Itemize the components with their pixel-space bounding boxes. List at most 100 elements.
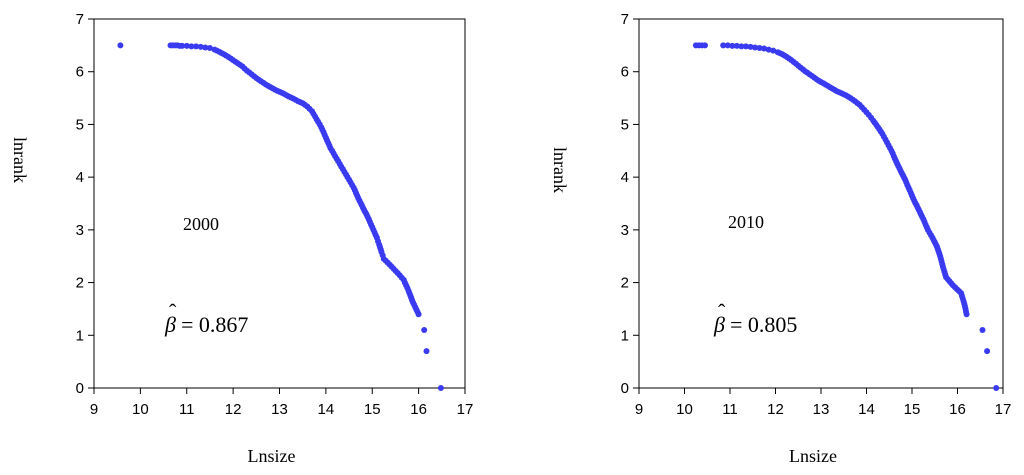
y-tick-label: 7 xyxy=(76,11,84,28)
x-tick-label: 13 xyxy=(813,401,830,418)
data-point-fill xyxy=(409,297,416,304)
data-point-fill xyxy=(939,261,946,268)
data-point xyxy=(720,42,727,49)
data-point-fill xyxy=(877,128,884,135)
data-point-fill xyxy=(302,101,308,108)
data-point xyxy=(206,45,213,51)
data-point xyxy=(733,42,740,49)
data-point-fill xyxy=(840,91,847,98)
x-tick-label: 11 xyxy=(179,401,195,418)
data-point xyxy=(738,43,745,50)
x-tick-label: 9 xyxy=(635,401,643,418)
y-tick-label: 1 xyxy=(76,327,84,344)
data-point-fill xyxy=(368,221,375,228)
scatter-chart-2000: 9 10 11 12 13 14 15 16 1701234567Lnsizelnrank200… xyxy=(10,11,473,466)
data-point-fill xyxy=(227,55,234,62)
x-tick-label: 14 xyxy=(318,401,335,418)
data-point-fill xyxy=(312,113,319,120)
data-point-fill xyxy=(923,224,930,231)
data-point-fill xyxy=(218,50,225,56)
data-point-fill xyxy=(781,52,788,59)
data-point-fill xyxy=(398,274,405,281)
data-point-fill xyxy=(831,86,838,93)
data-point-fill xyxy=(232,58,239,65)
scatter-chart-2010: 9 10 11 12 13 14 15 16 1701234567Lnsizelnrank201… xyxy=(550,11,1012,466)
data-point-fill xyxy=(344,174,351,181)
y-tick-label: 6 xyxy=(76,64,84,81)
y-tick-label: 5 xyxy=(621,116,629,133)
data-point-fill xyxy=(804,69,811,76)
data-point xyxy=(765,46,772,53)
data-point xyxy=(437,385,444,391)
x-tick-label: 10 xyxy=(676,401,693,418)
data-point-fill xyxy=(306,105,313,112)
data-point-fill xyxy=(354,192,361,199)
data-point-fill xyxy=(910,195,917,202)
data-point-fill xyxy=(795,62,802,69)
data-point-fill xyxy=(882,136,889,143)
chart-panel-2000: 9 10 11 12 13 14 15 16 17 0 1 2 3 4 5 6 7 Lnsize lnrank 200… xyxy=(10,11,473,466)
y-axis-title: lnrank xyxy=(550,147,570,193)
data-point-fill xyxy=(919,213,926,220)
beta-hat-icon: ˆ xyxy=(169,299,177,324)
data-point xyxy=(742,43,749,50)
beta-value: = 0.867 xyxy=(181,312,248,337)
data-point-fill xyxy=(335,158,342,165)
data-point-fill xyxy=(808,72,815,79)
plot-frame xyxy=(93,18,466,389)
data-point-fill xyxy=(891,155,898,162)
data-point-fill xyxy=(278,89,285,96)
data-point-fill xyxy=(863,109,870,116)
x-tick-label: 13 xyxy=(271,401,288,418)
data-point-fill xyxy=(822,81,829,88)
data-point-fill xyxy=(956,288,963,295)
y-tick-label: 0 xyxy=(621,380,629,397)
data-point-fill xyxy=(392,268,399,274)
data-point-fill xyxy=(379,252,386,259)
data-point-fill xyxy=(777,50,784,57)
data-point-fill xyxy=(932,241,939,248)
data-point-fill xyxy=(836,89,843,96)
x-tick-label: 14 xyxy=(858,401,875,418)
data-point-fill xyxy=(321,132,328,138)
data-point-fill xyxy=(349,182,356,189)
x-tick-label: 12 xyxy=(225,401,242,418)
data-point-fill xyxy=(330,150,337,157)
x-tick-label: 16 xyxy=(949,401,966,418)
x-tick-label: 15 xyxy=(904,401,921,418)
y-axis-title: lnrank xyxy=(10,137,30,183)
data-point-fill xyxy=(264,82,271,89)
data-point-fill xyxy=(786,55,793,62)
data-point xyxy=(729,42,736,49)
data-point-fill xyxy=(960,298,967,304)
y-tick-label: 2 xyxy=(76,275,84,292)
y-tick-label: 5 xyxy=(76,116,84,133)
data-point-fill xyxy=(873,122,880,128)
data-point-fill xyxy=(905,184,912,191)
data-point-fill xyxy=(237,61,244,68)
x-tick-label: 16 xyxy=(410,401,427,418)
data-point-fill xyxy=(799,66,806,73)
y-tick-label: 4 xyxy=(621,169,629,186)
data-point xyxy=(423,348,430,355)
data-point xyxy=(993,385,1000,391)
data-point-fill xyxy=(377,246,384,253)
data-point-fill xyxy=(386,261,393,268)
x-tick-label: 10 xyxy=(132,401,149,418)
data-point-fill xyxy=(698,42,705,49)
data-point xyxy=(197,43,204,50)
data-point xyxy=(770,47,777,54)
data-point-fill xyxy=(827,84,834,91)
data-point-fill xyxy=(813,76,820,83)
x-axis-title: Lnsize xyxy=(789,446,837,466)
data-point-fill xyxy=(928,232,934,239)
data-point xyxy=(117,42,124,49)
data-point-fill xyxy=(292,96,299,103)
data-point-fill xyxy=(288,94,295,101)
data-point xyxy=(193,43,199,50)
x-tick-label: 17 xyxy=(995,401,1012,418)
data-point xyxy=(202,44,209,51)
data-point xyxy=(183,42,190,49)
y-tick-label: 3 xyxy=(621,222,629,239)
data-point-fill xyxy=(868,114,875,121)
